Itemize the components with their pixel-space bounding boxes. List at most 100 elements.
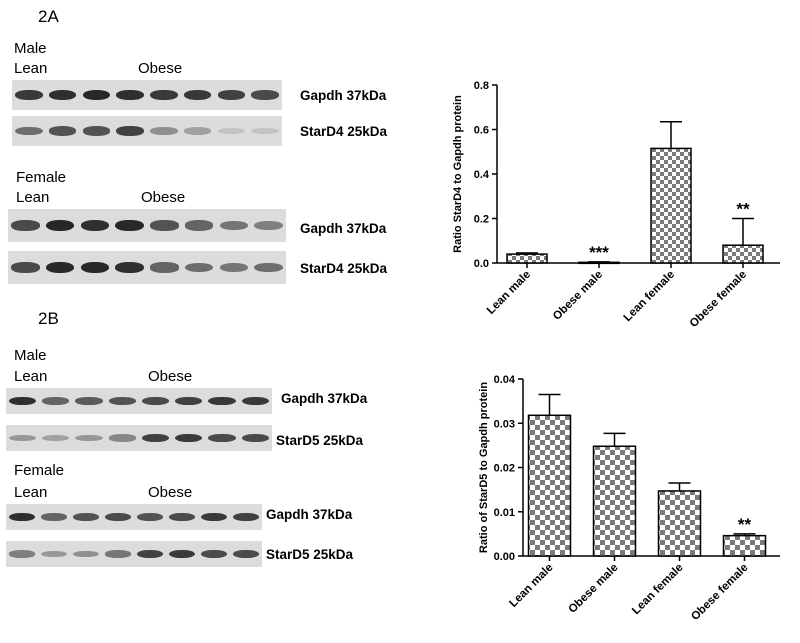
- blot-band: [45, 261, 75, 274]
- blot-band: [80, 219, 110, 232]
- blot-band: [8, 396, 37, 406]
- blot-band: [168, 549, 196, 559]
- blot-band: [208, 433, 236, 443]
- significance-label: **: [738, 515, 752, 534]
- blot-label-stard5-2b-male: StarD5 25kDa: [276, 433, 364, 448]
- significance-label: **: [736, 200, 750, 219]
- blot-band: [200, 512, 228, 522]
- category-label: Obese female: [689, 562, 750, 623]
- blot-band: [8, 512, 36, 522]
- y-tick-label: 0.01: [494, 507, 515, 519]
- blot-band: [82, 89, 111, 101]
- blot-band: [40, 550, 68, 558]
- category-label: Lean female: [630, 562, 685, 617]
- lean-label-2a-male: Lean: [14, 60, 48, 77]
- panel-label-2b: 2B: [38, 309, 59, 328]
- blot-label-stard4-2a-female: StarD4 25kDa: [300, 261, 388, 276]
- blot-band: [104, 550, 132, 558]
- blot-label-gapdh-2b-female: Gapdh 37kDa: [266, 507, 353, 522]
- blot-band: [75, 434, 103, 442]
- y-tick-label: 0.04: [494, 374, 516, 386]
- blot-band: [175, 396, 203, 406]
- blot-strip-gapdh-2b-female: [6, 504, 262, 530]
- blot-band: [116, 89, 144, 101]
- blot-band: [141, 433, 170, 443]
- blot-strip-gapdh-2a-female: [8, 209, 286, 242]
- blot-band: [183, 89, 212, 101]
- blot-strip-stard5-2b-male: [6, 425, 272, 451]
- category-label: Obese male: [566, 562, 620, 616]
- blot-band: [232, 512, 260, 522]
- blot-band: [232, 549, 260, 559]
- y-tick-label: 0.03: [494, 418, 515, 430]
- female-label-2a: Female: [16, 169, 67, 186]
- male-label-2a: Male: [14, 40, 47, 57]
- blot-band: [254, 220, 283, 231]
- blot-band: [115, 219, 144, 232]
- blot-band: [11, 262, 40, 273]
- bar: [592, 445, 637, 557]
- obese-label-2b-male: Obese: [148, 368, 193, 385]
- blot-band: [150, 126, 178, 136]
- blot-band: [241, 433, 269, 443]
- blot-strip-gapdh-2b-male: [6, 388, 272, 414]
- blot-band: [15, 89, 43, 101]
- y-tick-label: 0.8: [474, 80, 489, 92]
- blot-band: [72, 550, 100, 558]
- blot-strip-stard4-2a-female: [8, 251, 286, 284]
- blot-band: [150, 220, 179, 231]
- blot-band: [115, 261, 144, 274]
- blot-band: [48, 89, 77, 101]
- blot-band: [184, 262, 214, 273]
- blot-band: [168, 512, 196, 522]
- blot-label-gapdh-2a-male: Gapdh 37kDa: [300, 88, 387, 103]
- blot-band: [11, 220, 40, 231]
- blot-band: [82, 126, 111, 136]
- y-tick-label: 0.0: [474, 258, 489, 270]
- blot-band: [219, 262, 249, 273]
- blot-band: [150, 89, 178, 101]
- blot-band: [116, 126, 144, 136]
- blot-strip-gapdh-2a-male: [12, 80, 282, 110]
- y-tick-label: 0.00: [494, 551, 515, 563]
- category-label: Lean male: [507, 562, 555, 610]
- blot-band: [15, 126, 43, 136]
- blot-label-gapdh-2b-male: Gapdh 37kDa: [281, 391, 368, 406]
- blot-band: [104, 512, 132, 522]
- blot-band: [184, 220, 214, 231]
- blot-band: [217, 90, 246, 100]
- blot-band: [241, 396, 269, 406]
- blot-band: [72, 512, 100, 522]
- blot-band: [108, 434, 136, 442]
- blot-band: [254, 262, 283, 273]
- obese-label-2a-female: Obese: [141, 189, 186, 206]
- y-tick-label: 0.02: [494, 463, 515, 475]
- blot-band: [42, 397, 70, 405]
- blot-label-stard4-2a-male: StarD4 25kDa: [300, 124, 388, 139]
- blot-band: [80, 261, 110, 274]
- panel-label-2a: 2A: [38, 7, 59, 26]
- blot-label-gapdh-2a-female: Gapdh 37kDa: [300, 221, 387, 236]
- obese-label-2a-male: Obese: [138, 60, 183, 77]
- significance-label: ***: [589, 243, 609, 262]
- bar: [657, 490, 702, 557]
- bar: [650, 147, 692, 264]
- blot-band: [8, 550, 36, 558]
- blot-band: [208, 396, 236, 406]
- blot-band: [42, 434, 70, 442]
- y-axis-label: Ratio StarD4 to Gapdh protein: [452, 95, 464, 253]
- blot-band: [8, 434, 37, 442]
- blot-band: [40, 513, 68, 521]
- blot-band: [175, 433, 203, 443]
- blot-strip-stard4-2a-male: [12, 116, 282, 146]
- blot-label-stard5-2b-female: StarD5 25kDa: [266, 547, 354, 562]
- blot-band: [75, 396, 103, 406]
- blot-band: [136, 512, 164, 522]
- blot-band: [48, 126, 77, 136]
- y-tick-label: 0.2: [474, 214, 489, 226]
- y-tick-label: 0.4: [474, 169, 490, 181]
- blot-band: [45, 219, 75, 232]
- obese-label-2b-female: Obese: [148, 484, 193, 501]
